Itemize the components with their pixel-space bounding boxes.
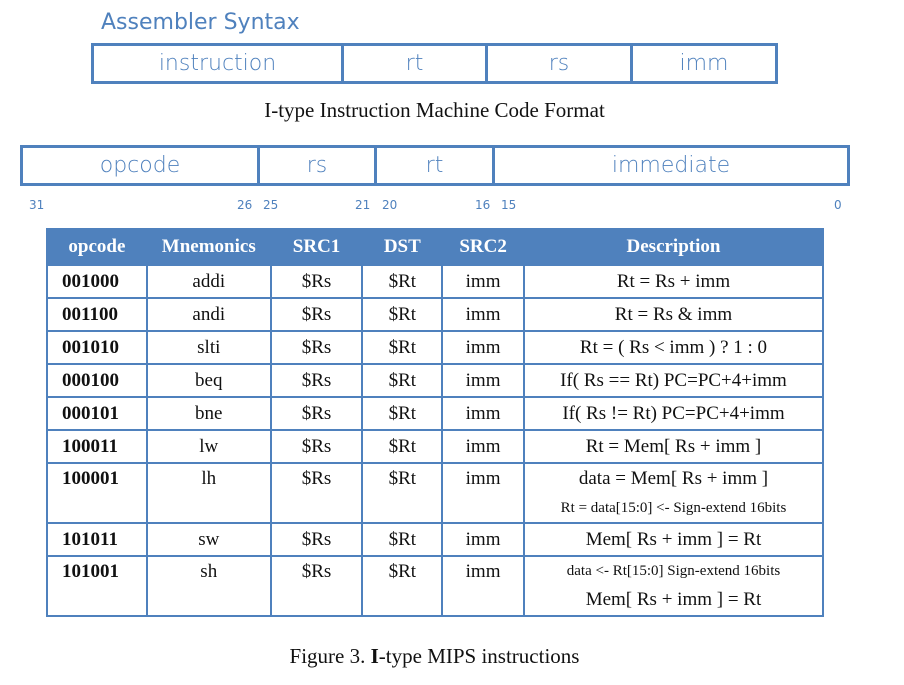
- mnemonic-cell: sw: [145, 522, 272, 557]
- opcode-cell: 001000: [46, 264, 148, 299]
- description-line: data <- Rt[15:0] Sign-extend 16bits: [566, 563, 781, 579]
- src2-cell: imm: [441, 396, 525, 431]
- opcode-cell: 000100: [46, 363, 148, 398]
- src1-cell: $Rs: [269, 264, 364, 299]
- dst-cell: $Rt: [361, 522, 444, 557]
- src1-cell: $Rs: [269, 462, 364, 524]
- src2-cell: imm: [441, 264, 525, 299]
- src1-cell: $Rs: [269, 330, 364, 365]
- mc-field-rt: rt: [377, 145, 495, 186]
- mc-field-rs: rs: [260, 145, 377, 186]
- dst-cell: $Rt: [361, 363, 444, 398]
- mnemonic-cell: lh: [145, 462, 272, 524]
- description-cell: data <- Rt[15:0] Sign-extend 16bits Mem[…: [522, 555, 825, 617]
- bit-label: 20: [382, 198, 398, 212]
- mnemonic-cell: beq: [145, 363, 272, 398]
- mnemonic-cell: lw: [145, 429, 272, 464]
- dst-cell: $Rt: [361, 396, 444, 431]
- bit-label: 21: [355, 198, 371, 212]
- asm-field-instruction: instruction: [91, 43, 344, 84]
- itype-instruction-table: opcode Mnemonics SRC1 DST SRC2 Descripti…: [46, 228, 825, 617]
- dst-cell: $Rt: [361, 297, 444, 332]
- header-src2: SRC2: [441, 228, 525, 266]
- mc-field-opcode: opcode: [20, 145, 260, 186]
- src1-cell: $Rs: [269, 297, 364, 332]
- header-src1: SRC1: [269, 228, 364, 266]
- dst-cell: $Rt: [361, 330, 444, 365]
- table-row: 000101 bne $Rs $Rt imm If( Rs != Rt) PC=…: [46, 396, 825, 431]
- bit-label: 0: [834, 198, 842, 212]
- table-row: 001010 slti $Rs $Rt imm Rt = ( Rs < imm …: [46, 330, 825, 365]
- description-line: Rt = data[15:0] <- Sign-extend 16bits: [560, 500, 787, 516]
- mnemonic-cell: sh: [145, 555, 272, 617]
- caption-prefix: Figure 3.: [289, 644, 371, 668]
- dst-cell: $Rt: [361, 555, 444, 617]
- src2-cell: imm: [441, 462, 525, 524]
- assembler-syntax-format: instruction rt rs imm: [91, 43, 778, 84]
- mnemonic-cell: slti: [145, 330, 272, 365]
- bit-label: 16: [475, 198, 491, 212]
- figure-caption: Figure 3. I-type MIPS instructions: [0, 644, 869, 669]
- bit-label: 31: [29, 198, 45, 212]
- caption-bold: I: [370, 644, 379, 668]
- table-row: 100001 lh $Rs $Rt imm data = Mem[ Rs + i…: [46, 462, 825, 524]
- header-dst: DST: [361, 228, 444, 266]
- machine-code-title: I-type Instruction Machine Code Format: [264, 98, 605, 122]
- asm-field-rt: rt: [344, 43, 488, 84]
- dst-cell: $Rt: [361, 429, 444, 464]
- asm-field-rs: rs: [488, 43, 633, 84]
- asm-field-imm: imm: [633, 43, 778, 84]
- src2-cell: imm: [441, 429, 525, 464]
- description-line: data = Mem[ Rs + imm ]: [578, 468, 769, 489]
- dst-cell: $Rt: [361, 264, 444, 299]
- mnemonic-cell: andi: [145, 297, 272, 332]
- src1-cell: $Rs: [269, 396, 364, 431]
- description-cell: Rt = Mem[ Rs + imm ]: [522, 429, 825, 464]
- description-cell: If( Rs == Rt) PC=PC+4+imm: [522, 363, 825, 398]
- table-row: 101011 sw $Rs $Rt imm Mem[ Rs + imm ] = …: [46, 522, 825, 557]
- header-description: Description: [522, 228, 825, 266]
- src1-cell: $Rs: [269, 555, 364, 617]
- mnemonic-cell: bne: [145, 396, 272, 431]
- description-cell: Rt = Rs + imm: [522, 264, 825, 299]
- table-row: 001000 addi $Rs $Rt imm Rt = Rs + imm: [46, 264, 825, 299]
- src2-cell: imm: [441, 363, 525, 398]
- src1-cell: $Rs: [269, 429, 364, 464]
- src2-cell: imm: [441, 297, 525, 332]
- opcode-cell: 001100: [46, 297, 148, 332]
- mnemonic-cell: addi: [145, 264, 272, 299]
- src1-cell: $Rs: [269, 363, 364, 398]
- header-mnemonics: Mnemonics: [145, 228, 272, 266]
- opcode-cell: 101011: [46, 522, 148, 557]
- dst-cell: $Rt: [361, 462, 444, 524]
- table-row: 101001 sh $Rs $Rt imm data <- Rt[15:0] S…: [46, 555, 825, 617]
- description-cell: If( Rs != Rt) PC=PC+4+imm: [522, 396, 825, 431]
- description-cell: data = Mem[ Rs + imm ] Rt = data[15:0] <…: [522, 462, 825, 524]
- opcode-cell: 101001: [46, 555, 148, 617]
- src1-cell: $Rs: [269, 522, 364, 557]
- src2-cell: imm: [441, 330, 525, 365]
- opcode-cell: 100001: [46, 462, 148, 524]
- table-header-row: opcode Mnemonics SRC1 DST SRC2 Descripti…: [46, 228, 825, 266]
- src2-cell: imm: [441, 555, 525, 617]
- caption-suffix: -type MIPS instructions: [378, 644, 580, 668]
- opcode-cell: 100011: [46, 429, 148, 464]
- table-row: 001100 andi $Rs $Rt imm Rt = Rs & imm: [46, 297, 825, 332]
- bit-label: 26: [237, 198, 253, 212]
- mc-field-immediate: immediate: [495, 145, 850, 186]
- description-cell: Rt = Rs & imm: [522, 297, 825, 332]
- description-cell: Mem[ Rs + imm ] = Rt: [522, 522, 825, 557]
- header-opcode: opcode: [46, 228, 148, 266]
- description-cell: Rt = ( Rs < imm ) ? 1 : 0: [522, 330, 825, 365]
- table-row: 000100 beq $Rs $Rt imm If( Rs == Rt) PC=…: [46, 363, 825, 398]
- bit-label: 25: [263, 198, 279, 212]
- src2-cell: imm: [441, 522, 525, 557]
- assembler-syntax-title: Assembler Syntax: [101, 10, 300, 35]
- description-line: Mem[ Rs + imm ] = Rt: [585, 589, 762, 610]
- opcode-cell: 000101: [46, 396, 148, 431]
- bit-label: 15: [501, 198, 517, 212]
- table-row: 100011 lw $Rs $Rt imm Rt = Mem[ Rs + imm…: [46, 429, 825, 464]
- opcode-cell: 001010: [46, 330, 148, 365]
- machine-code-format: opcode rs rt immediate: [20, 145, 850, 186]
